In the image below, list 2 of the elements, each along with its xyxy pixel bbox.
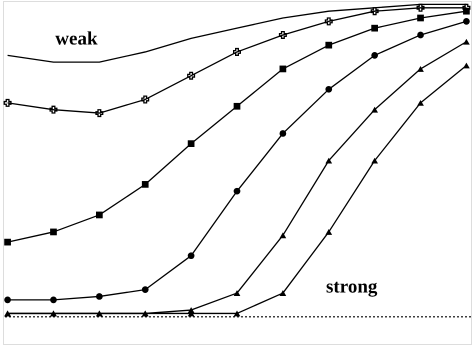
annotation: weak <box>55 28 98 50</box>
annotation: strong <box>326 276 378 298</box>
